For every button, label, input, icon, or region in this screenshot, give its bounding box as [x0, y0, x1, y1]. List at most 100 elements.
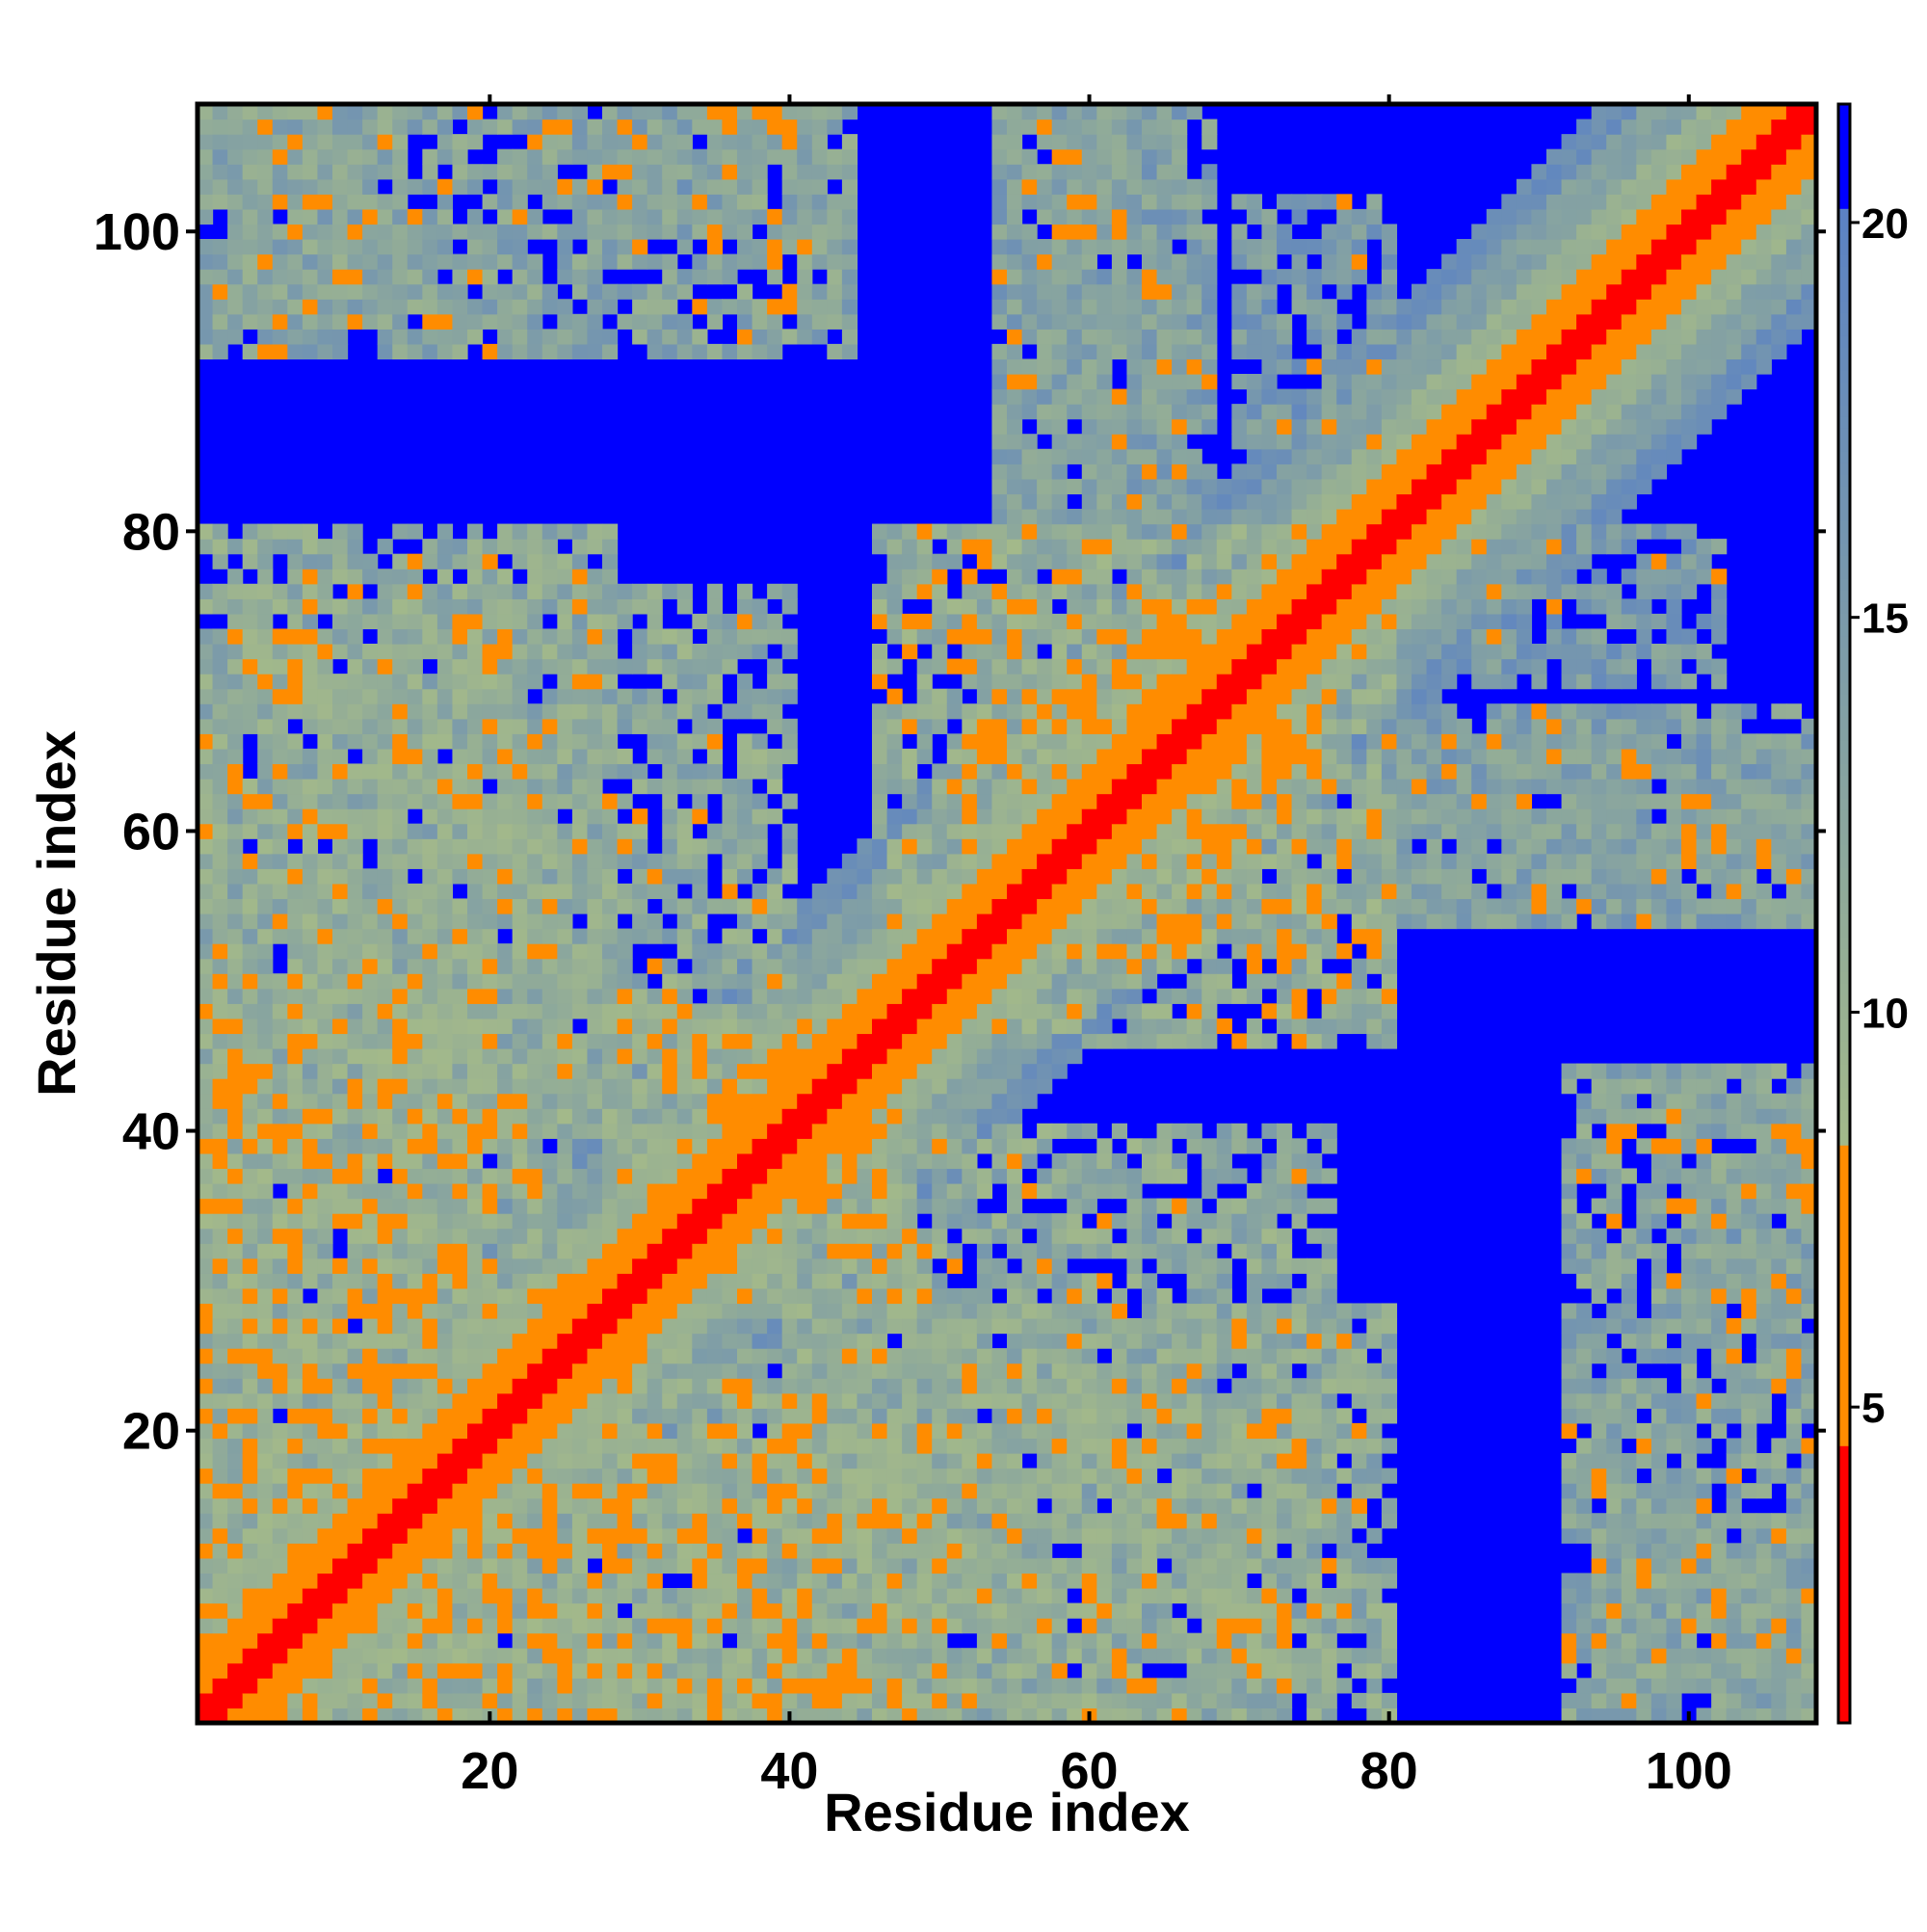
- heatmap-cell: [662, 1138, 678, 1154]
- heatmap-cell: [272, 1648, 288, 1664]
- heatmap-cell: [587, 119, 603, 135]
- heatmap-cell: [1051, 1183, 1068, 1200]
- heatmap-cell: [737, 1378, 753, 1394]
- heatmap-cell: [946, 1257, 963, 1274]
- heatmap-cell: [407, 283, 423, 300]
- heatmap-cell: [1021, 239, 1038, 255]
- heatmap-cell: [886, 1018, 903, 1035]
- heatmap-cell: [811, 1033, 828, 1049]
- heatmap-cell: [272, 1003, 288, 1019]
- heatmap-cell: [407, 1483, 423, 1499]
- heatmap-cell: [811, 1138, 828, 1154]
- heatmap-cell: [242, 1257, 258, 1274]
- heatmap-cell: [317, 883, 333, 900]
- heatmap-cell: [706, 674, 724, 690]
- heatmap-cell: [302, 1243, 319, 1259]
- heatmap-cell: [647, 208, 663, 225]
- heatmap-cell: [797, 1618, 813, 1634]
- heatmap-cell: [198, 703, 214, 720]
- heatmap-cell: [527, 838, 543, 855]
- heatmap-cell: [1021, 613, 1038, 630]
- heatmap-cell: [692, 1618, 708, 1634]
- heatmap-cell: [512, 269, 528, 285]
- heatmap-cell: [886, 1468, 903, 1484]
- heatmap-cell: [571, 1108, 589, 1125]
- heatmap-cell: [946, 1152, 963, 1170]
- heatmap-cell: [302, 1213, 319, 1230]
- heatmap-cell: [706, 239, 724, 255]
- heatmap-cell: [377, 1557, 393, 1575]
- heatmap-cell: [676, 1408, 693, 1424]
- heatmap-cell: [946, 613, 963, 630]
- heatmap-cell: [392, 763, 409, 780]
- heatmap-cell: [272, 134, 288, 150]
- heatmap-cell: [198, 644, 214, 660]
- heatmap-cell: [1021, 1063, 1038, 1079]
- heatmap-cell: [872, 853, 888, 869]
- heatmap-cell: [811, 1063, 828, 1079]
- heatmap-cell: [946, 868, 963, 885]
- heatmap-cell: [872, 868, 888, 885]
- heatmap-cell: [212, 1348, 228, 1364]
- heatmap-cell: [692, 164, 708, 180]
- heatmap-cell: [317, 1527, 333, 1544]
- heatmap-cell: [991, 703, 1008, 720]
- heatmap-cell: [527, 793, 543, 809]
- heatmap-cell: [752, 1662, 768, 1679]
- heatmap-cell: [632, 1378, 648, 1394]
- heatmap-cell: [1051, 808, 1068, 825]
- heatmap-cell: [317, 1573, 333, 1589]
- heatmap-cell: [317, 1422, 333, 1440]
- heatmap-cell: [467, 838, 484, 855]
- heatmap-cell: [362, 1573, 379, 1589]
- heatmap-cell: [946, 823, 963, 839]
- heatmap-cell: [422, 928, 438, 944]
- heatmap-cell: [991, 253, 1008, 270]
- heatmap-cell: [737, 119, 753, 135]
- heatmap-cell: [1051, 1453, 1068, 1469]
- heatmap-cell: [422, 329, 438, 345]
- heatmap-cell: [872, 1618, 888, 1634]
- heatmap-cell: [287, 703, 304, 720]
- heatmap-cell: [512, 943, 528, 960]
- heatmap-cell: [557, 688, 573, 704]
- heatmap-cell: [467, 539, 484, 555]
- heatmap-cell: [767, 1692, 783, 1709]
- heatmap-cell: [436, 1363, 454, 1379]
- heatmap-cell: [647, 868, 663, 885]
- heatmap-cell: [242, 1003, 258, 1019]
- heatmap-cell: [362, 1468, 379, 1484]
- heatmap-cell: [512, 148, 528, 165]
- heatmap-cell: [811, 988, 828, 1004]
- heatmap-cell: [287, 194, 304, 210]
- heatmap-cell: [557, 134, 573, 150]
- heatmap-cell: [212, 748, 228, 765]
- heatmap-cell: [347, 148, 363, 165]
- heatmap-cell: [886, 1453, 903, 1469]
- heatmap-cell: [257, 1513, 274, 1529]
- heatmap-cell: [212, 1333, 228, 1349]
- heatmap-cell: [1051, 928, 1068, 944]
- heatmap-cell: [541, 329, 558, 345]
- heatmap-cell: [527, 1422, 543, 1440]
- heatmap-cell: [422, 898, 438, 914]
- heatmap-cell: [541, 1257, 558, 1274]
- heatmap-cell: [527, 808, 543, 825]
- heatmap-cell: [212, 239, 228, 255]
- heatmap-cell: [737, 224, 753, 240]
- heatmap-cell: [272, 1527, 288, 1544]
- heatmap-cell: [916, 1602, 933, 1619]
- heatmap-cell: [886, 883, 903, 900]
- heatmap-cell: [512, 1152, 528, 1170]
- heatmap-cell: [227, 148, 244, 165]
- heatmap-cell: [227, 1078, 244, 1095]
- heatmap-cell: [272, 1543, 288, 1559]
- heatmap-cell: [617, 178, 633, 195]
- heatmap-cell: [962, 569, 978, 585]
- heatmap-cell: [257, 779, 274, 795]
- heatmap-cell: [902, 1632, 918, 1649]
- heatmap-cell: [362, 104, 379, 120]
- heatmap-cell: [272, 1557, 288, 1575]
- heatmap-cell: [257, 1453, 274, 1469]
- heatmap-cell: [946, 1198, 963, 1214]
